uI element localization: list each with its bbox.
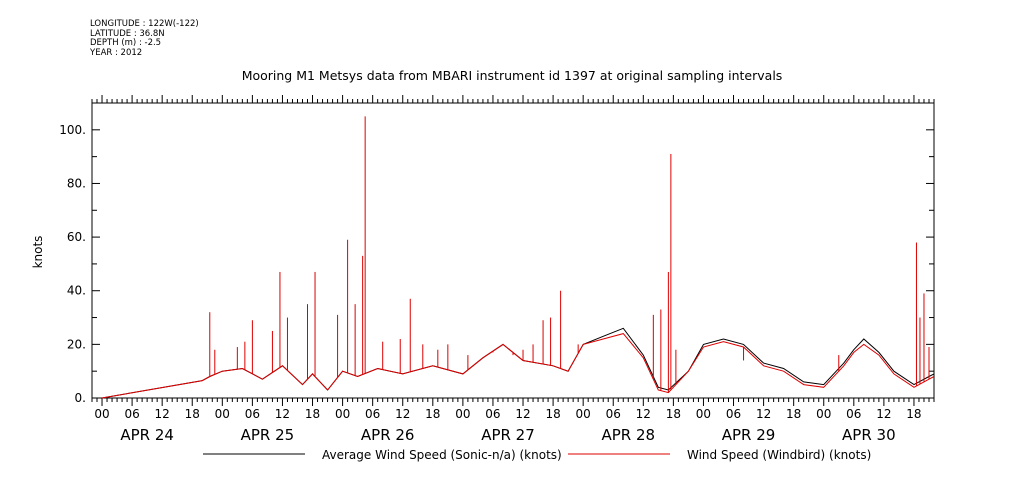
x-tick-label: 06 (846, 407, 861, 421)
legend-label-average-wind: Average Wind Speed (Sonic-n/a) (knots) (322, 448, 562, 462)
x-tick-label: 00 (215, 407, 230, 421)
date-label: APR 26 (361, 426, 415, 444)
chart-title: Mooring M1 Metsys data from MBARI instru… (242, 68, 783, 83)
y-tick-label: 100. (59, 123, 86, 137)
x-tick-label: 18 (425, 407, 440, 421)
year-label: YEAR : 2012 (90, 47, 143, 58)
x-tick-label: 18 (666, 407, 681, 421)
x-tick-label: 12 (275, 407, 290, 421)
date-label: APR 24 (120, 426, 174, 444)
x-tick-label: 06 (485, 407, 500, 421)
legend: Average Wind Speed (Sonic-n/a) (knots) W… (203, 448, 871, 462)
longitude-label: LONGITUDE : 122W(-122) (90, 19, 199, 29)
latitude-label: LATITUDE : 36.8N (90, 28, 165, 39)
x-tick-label: 00 (455, 407, 470, 421)
x-tick-label: 12 (876, 407, 891, 421)
date-label: APR 30 (842, 426, 896, 444)
x-tick-label: 06 (606, 407, 621, 421)
y-tick-label: 0. (75, 391, 86, 405)
x-tick-label: 06 (726, 407, 741, 421)
x-tick-label: 00 (696, 407, 711, 421)
series-line-average-wind (101, 327, 935, 399)
x-tick-label: 06 (245, 407, 260, 421)
x-tick-label: 18 (786, 407, 801, 421)
x-tick-label: 18 (185, 407, 200, 421)
x-tick-label: 18 (906, 407, 921, 421)
depth-label: DEPTH (m) : -2.5 (90, 38, 162, 49)
x-tick-label: 12 (515, 407, 530, 421)
x-tick-label: 18 (305, 407, 320, 421)
series-layer (101, 116, 935, 399)
y-tick-label: 60. (67, 230, 86, 244)
x-tick-label: 00 (576, 407, 591, 421)
x-tick-label: 00 (94, 407, 109, 421)
x-tick-label: 06 (124, 407, 139, 421)
metadata-block: LONGITUDE : 122W(-122) LATITUDE : 36.8N … (90, 19, 199, 58)
x-tick-label: 06 (365, 407, 380, 421)
y-tick-label: 20. (67, 337, 86, 351)
x-tick-label: 18 (545, 407, 560, 421)
x-tick-label: 12 (155, 407, 170, 421)
y-tick-label: 40. (67, 284, 86, 298)
x-tick-label: 00 (816, 407, 831, 421)
y-tick-label: 80. (67, 176, 86, 190)
date-label: APR 29 (722, 426, 776, 444)
date-label: APR 25 (241, 426, 295, 444)
x-tick-label: 12 (636, 407, 651, 421)
series-line-windbird (101, 333, 935, 399)
x-tick-label: 12 (395, 407, 410, 421)
x-tick-label: 12 (756, 407, 771, 421)
y-axis-label: knots (31, 236, 45, 269)
legend-label-windbird: Wind Speed (Windbird) (knots) (687, 448, 871, 462)
date-label: APR 27 (481, 426, 535, 444)
date-label: APR 28 (601, 426, 655, 444)
axes-group: 00 06 12 18 00 06 12 18 00 06 12 18 00 06 12 18 00 06 12 18… (59, 95, 935, 444)
x-tick-label: 00 (335, 407, 350, 421)
